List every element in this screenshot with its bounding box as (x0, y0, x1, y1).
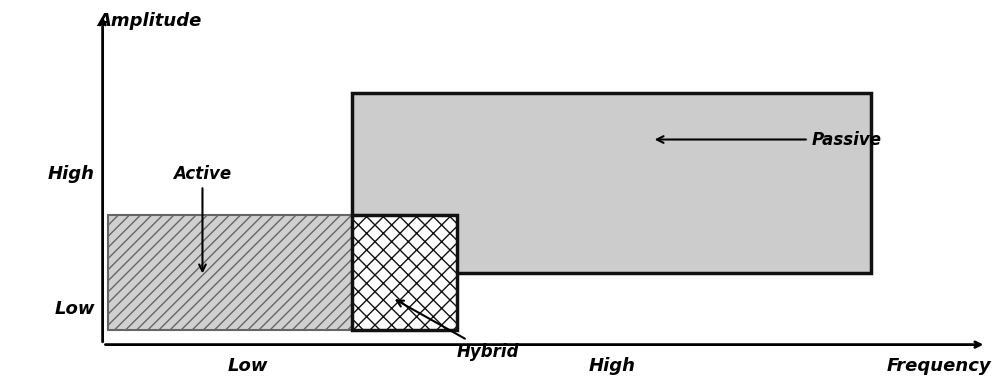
Bar (107, 215, 456, 330)
Bar (352, 215, 456, 330)
Text: Low: Low (227, 357, 268, 375)
Text: Frequency: Frequency (886, 357, 990, 375)
Text: Passive: Passive (656, 130, 881, 149)
Text: Active: Active (174, 165, 232, 271)
Text: Amplitude: Amplitude (97, 12, 202, 30)
Text: Hybrid: Hybrid (396, 300, 520, 361)
Bar (352, 93, 871, 273)
Text: High: High (47, 165, 94, 183)
Text: Low: Low (54, 301, 94, 318)
Text: High: High (588, 357, 635, 375)
